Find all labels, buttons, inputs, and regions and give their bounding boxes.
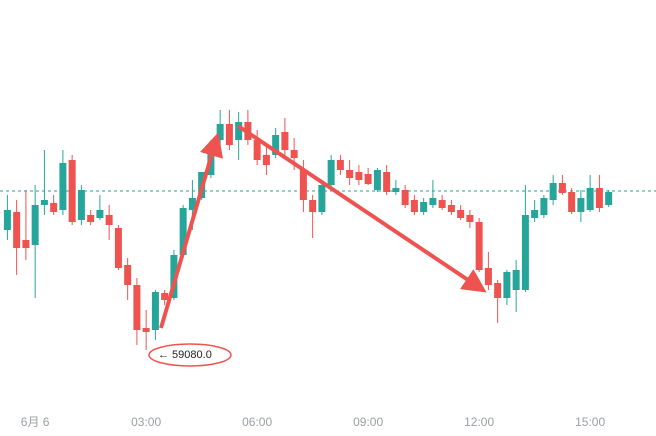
candle-body [161,293,169,300]
x-tick-label: 06:00 [242,415,272,429]
candle-body [114,228,122,268]
candle-body [531,210,539,218]
candle-body [605,192,613,205]
candle-body [309,200,317,212]
candle-body [549,183,557,200]
candles [0,110,656,350]
candle-body [364,174,372,184]
candle-body [272,135,280,155]
candle-body [22,240,30,248]
candle-body [124,265,132,285]
x-tick-label: 15:00 [575,415,605,429]
candle-body [235,122,243,140]
candle-body [188,198,196,210]
x-tick-label: 6月 6 [21,415,50,429]
x-tick-label: 12:00 [464,415,494,429]
candle-body [577,198,585,212]
candle-body [96,210,104,218]
candle-body [59,163,67,210]
candle-body [262,155,270,165]
candle-body [484,268,492,285]
candle-body [299,170,307,200]
x-tick-label: 09:00 [353,415,383,429]
candle-body [77,190,85,220]
x-tick-label: 03:00 [131,415,161,429]
candle-body [290,150,298,158]
candle-body [105,215,113,225]
candle-body [216,124,224,140]
candle-body [558,183,566,193]
candle-body [466,215,474,222]
candle-body [31,205,39,245]
candle-body [586,188,594,210]
candle-body [346,170,354,178]
candle-body [438,200,446,208]
candle-body [521,215,529,290]
candle-body [50,203,58,212]
candle-body [151,292,159,330]
candle-body [318,185,326,212]
candle-body [540,198,548,215]
candle-body [457,210,465,218]
candle-body [40,200,48,205]
candle-body [13,212,21,248]
candle-body [179,208,187,255]
drawn-arrow [236,124,487,293]
candle-body [429,198,437,205]
annotation-ellipse [148,343,232,367]
candle-body [383,172,391,192]
candle-body [568,192,576,212]
candle-body [3,210,11,230]
annotation: ← 59080.0 [158,349,212,361]
candle-body [133,285,141,330]
candle-body [327,160,335,185]
candle-body [420,202,428,212]
candle-body [595,188,603,208]
candle-body [142,328,150,332]
candle-body [355,172,363,180]
candle-body [494,283,502,298]
candle-body [475,222,483,270]
candle-body [281,132,289,150]
candle-body [225,124,233,145]
candle-body [87,215,95,222]
candle-body [68,160,76,222]
candle-body [401,190,409,205]
candle-body [373,170,381,190]
candle-body [447,205,455,212]
candle-body [253,140,261,160]
candle-body [392,188,400,192]
candle-body [170,255,178,298]
candle-body [336,160,344,170]
candle-body [410,200,418,212]
drawn-arrow [159,132,224,329]
candle-body [512,270,520,290]
candle-body [503,272,511,298]
